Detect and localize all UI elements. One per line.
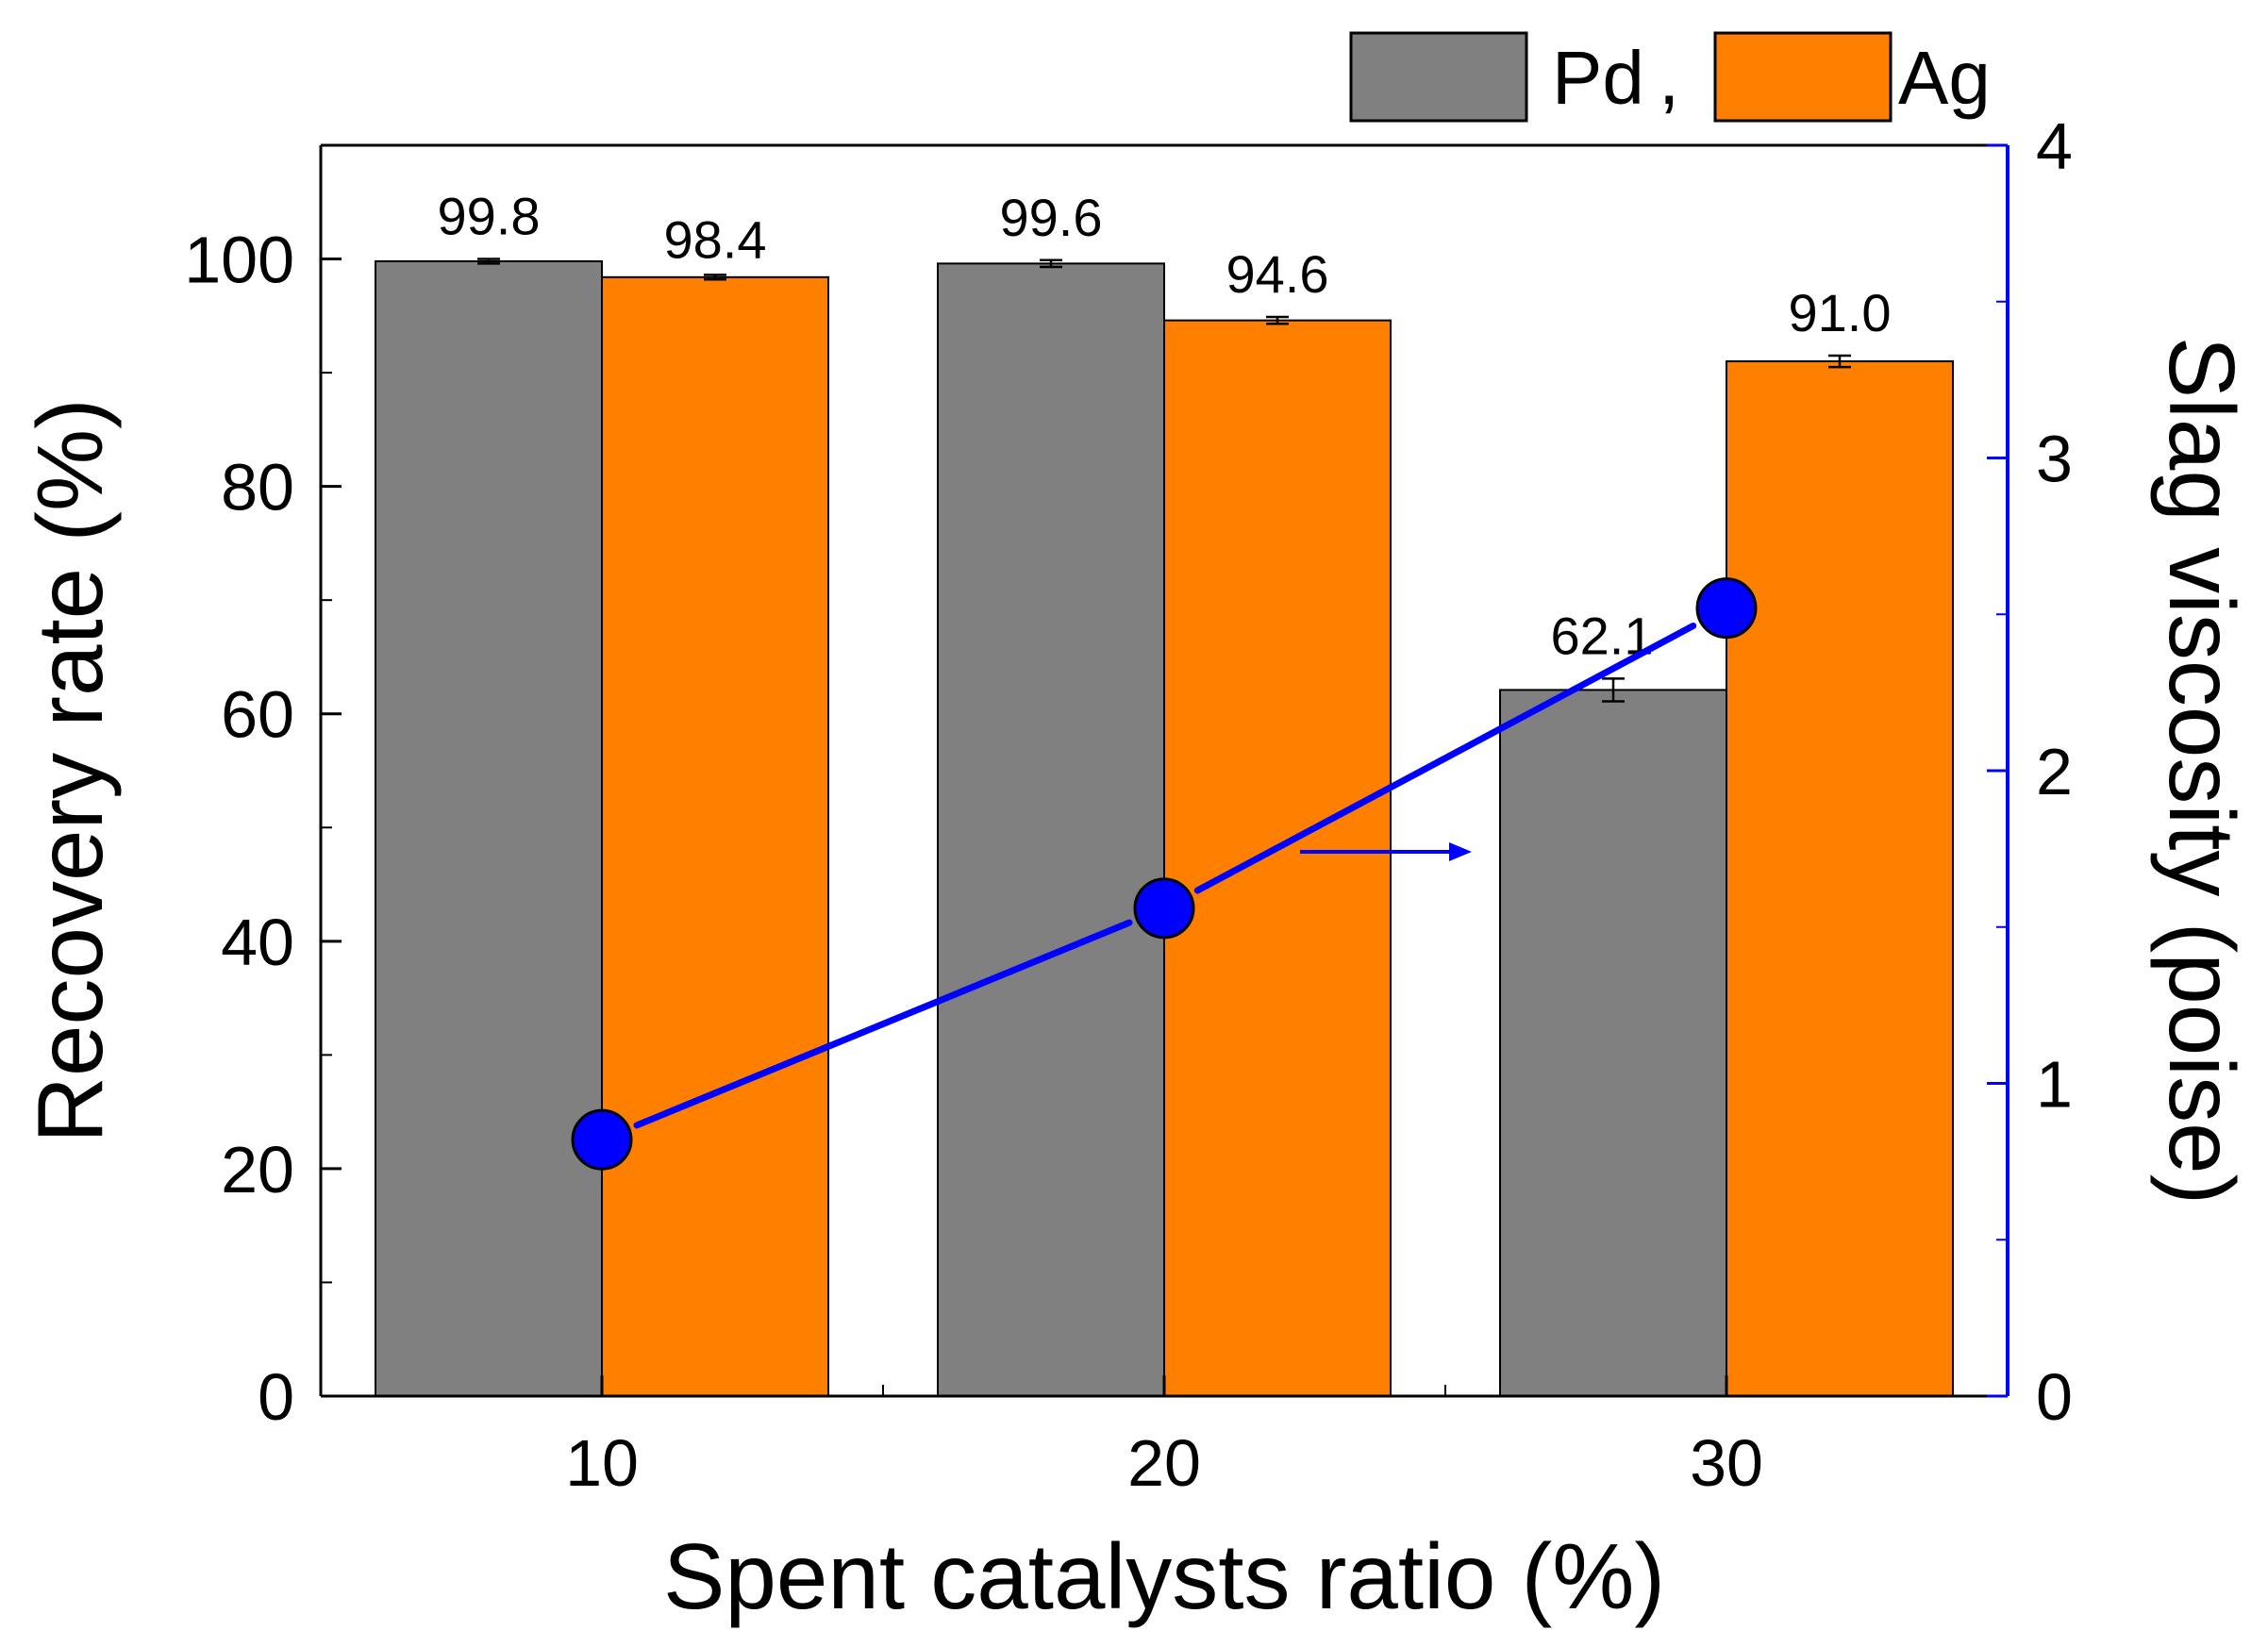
data-label-ag-30: 91.0 [1789, 283, 1892, 342]
bar-ag-20 [1163, 319, 1392, 1397]
y-tick-label-left-60: 60 [221, 678, 294, 752]
legend-label-pd: Pd [1552, 36, 1644, 120]
legend-swatch-pd [1349, 31, 1528, 123]
y-tick-label-left-80: 80 [221, 451, 294, 524]
y-axis-title-right: Slag viscosity (poise) [2150, 337, 2254, 1205]
legend-label-ag: Ag [1898, 36, 1991, 120]
viscosity-line-group [571, 577, 1758, 1171]
viscosity-point-30 [1695, 577, 1758, 640]
y-tick-label-left-40: 40 [221, 906, 294, 979]
ticks-group: 0 20 40 60 80 100 0 1 2 3 4 10 20 30 [184, 109, 2073, 1500]
bars-group [375, 258, 1954, 1397]
data-label-ag-10: 98.4 [664, 209, 767, 269]
x-tick-label-10: 10 [565, 1426, 639, 1500]
bar-pd-10 [375, 259, 603, 1397]
viscosity-line-segment-2 [1193, 622, 1697, 894]
bar-pd-20 [937, 262, 1165, 1397]
y-tick-label-left-20: 20 [221, 1133, 294, 1206]
data-labels-group: 99.8 99.662.198.494.691.0 [438, 187, 1892, 666]
bar-pd-30 [1499, 689, 1727, 1397]
data-label-pd-10: 99.8 [438, 187, 541, 246]
y-tick-label-right-3: 3 [2036, 423, 2073, 496]
legend-swatch-ag [1713, 31, 1893, 123]
x-axis-title: Spent catalysts ratio (%) [663, 1524, 1665, 1628]
y-tick-label-left-0: 0 [258, 1360, 294, 1434]
arrow-head [1449, 842, 1472, 861]
viscosity-point-10 [571, 1108, 633, 1171]
viscosity-line-segment-1 [633, 919, 1133, 1129]
x-tick-label-20: 20 [1127, 1426, 1201, 1500]
legend: Pd , Ag [1349, 31, 1991, 123]
y-tick-label-right-2: 2 [2036, 735, 2073, 808]
bar-ag-10 [601, 275, 829, 1397]
y-tick-label-right-1: 1 [2036, 1048, 2073, 1122]
legend-separator: , [1659, 36, 1679, 120]
right-axis-arrow-annotation [1300, 842, 1472, 861]
y-tick-label-right-0: 0 [2036, 1360, 2073, 1434]
viscosity-point-20 [1133, 877, 1195, 940]
x-tick-label-30: 30 [1690, 1426, 1763, 1500]
bar-ag-30 [1726, 360, 1954, 1397]
data-label-ag-20: 94.6 [1226, 244, 1329, 304]
y-tick-label-right-4: 4 [2036, 109, 2073, 183]
y-tick-label-left-100: 100 [184, 224, 294, 297]
data-label-pd-20: 99.6 [1000, 188, 1103, 247]
y-axis-title-left: Recovery rate (%) [18, 398, 122, 1143]
